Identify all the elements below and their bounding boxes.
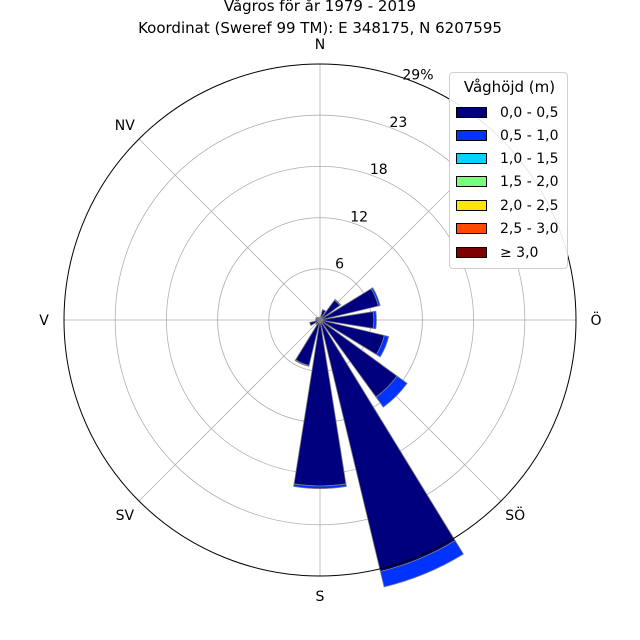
radial-tick-label: 29% bbox=[402, 67, 433, 83]
grid-spoke bbox=[138, 138, 321, 321]
rose-bar bbox=[379, 539, 465, 588]
chart-title: Vågros för år 1979 - 2019 bbox=[223, 0, 417, 15]
legend-label: 0,5 - 1,0 bbox=[500, 128, 559, 144]
legend-title: Våghöjd (m) bbox=[463, 78, 556, 96]
direction-label: SV bbox=[116, 508, 135, 524]
legend-swatch bbox=[456, 130, 487, 141]
radial-tick-label: 23 bbox=[389, 115, 407, 131]
direction-label: Ö bbox=[590, 311, 601, 329]
legend-item: 0,0 - 0,5 bbox=[456, 103, 566, 123]
legend-swatch bbox=[456, 176, 487, 187]
legend-swatch bbox=[456, 247, 487, 258]
radial-tick-label: 18 bbox=[370, 162, 388, 178]
direction-label: SÖ bbox=[505, 506, 525, 524]
grid-spoke bbox=[138, 319, 321, 502]
radial-tick-label: 6 bbox=[335, 257, 344, 273]
rose-bar bbox=[375, 334, 390, 358]
legend-swatch bbox=[456, 223, 487, 234]
legend-label: 2,0 - 2,5 bbox=[500, 198, 559, 214]
legend-item: 1,0 - 1,5 bbox=[456, 149, 566, 169]
legend-item: 2,0 - 2,5 bbox=[456, 196, 566, 216]
legend-label: 0,0 - 0,5 bbox=[500, 105, 559, 121]
polar-frame bbox=[63, 63, 577, 577]
rose-bar bbox=[294, 359, 310, 367]
legend-label: 1,5 - 2,0 bbox=[500, 174, 559, 190]
direction-label: V bbox=[39, 313, 49, 329]
legend-item: ≥ 3,0 bbox=[456, 243, 566, 263]
direction-label: S bbox=[316, 589, 325, 605]
rose-bar bbox=[375, 375, 408, 408]
legend-swatch bbox=[456, 153, 487, 164]
direction-label: N bbox=[315, 37, 325, 53]
rose-bar bbox=[309, 319, 321, 327]
rose-bar bbox=[333, 298, 342, 307]
legend-label: ≥ 3,0 bbox=[500, 245, 539, 261]
rose-bar bbox=[293, 483, 347, 489]
direction-label: NV bbox=[115, 118, 135, 134]
legend-swatch bbox=[456, 200, 487, 211]
legend-item: 0,5 - 1,0 bbox=[456, 126, 566, 146]
legend-item: 2,5 - 3,0 bbox=[456, 219, 566, 239]
rose-bar bbox=[372, 310, 377, 330]
legend-item: 1,5 - 2,0 bbox=[456, 172, 566, 192]
legend-label: 1,0 - 1,5 bbox=[500, 151, 559, 167]
radial-tick-label: 12 bbox=[350, 209, 368, 225]
legend-swatch bbox=[456, 107, 487, 118]
legend: Våghöjd (m) 0,0 - 0,5 0,5 - 1,0 1,0 - 1,… bbox=[449, 72, 568, 269]
rose-bar bbox=[370, 287, 381, 307]
rose-bar bbox=[318, 316, 321, 321]
chart-subtitle: Koordinat (Sweref 99 TM): E 348175, N 62… bbox=[138, 19, 502, 37]
legend-label: 2,5 - 3,0 bbox=[500, 221, 559, 237]
